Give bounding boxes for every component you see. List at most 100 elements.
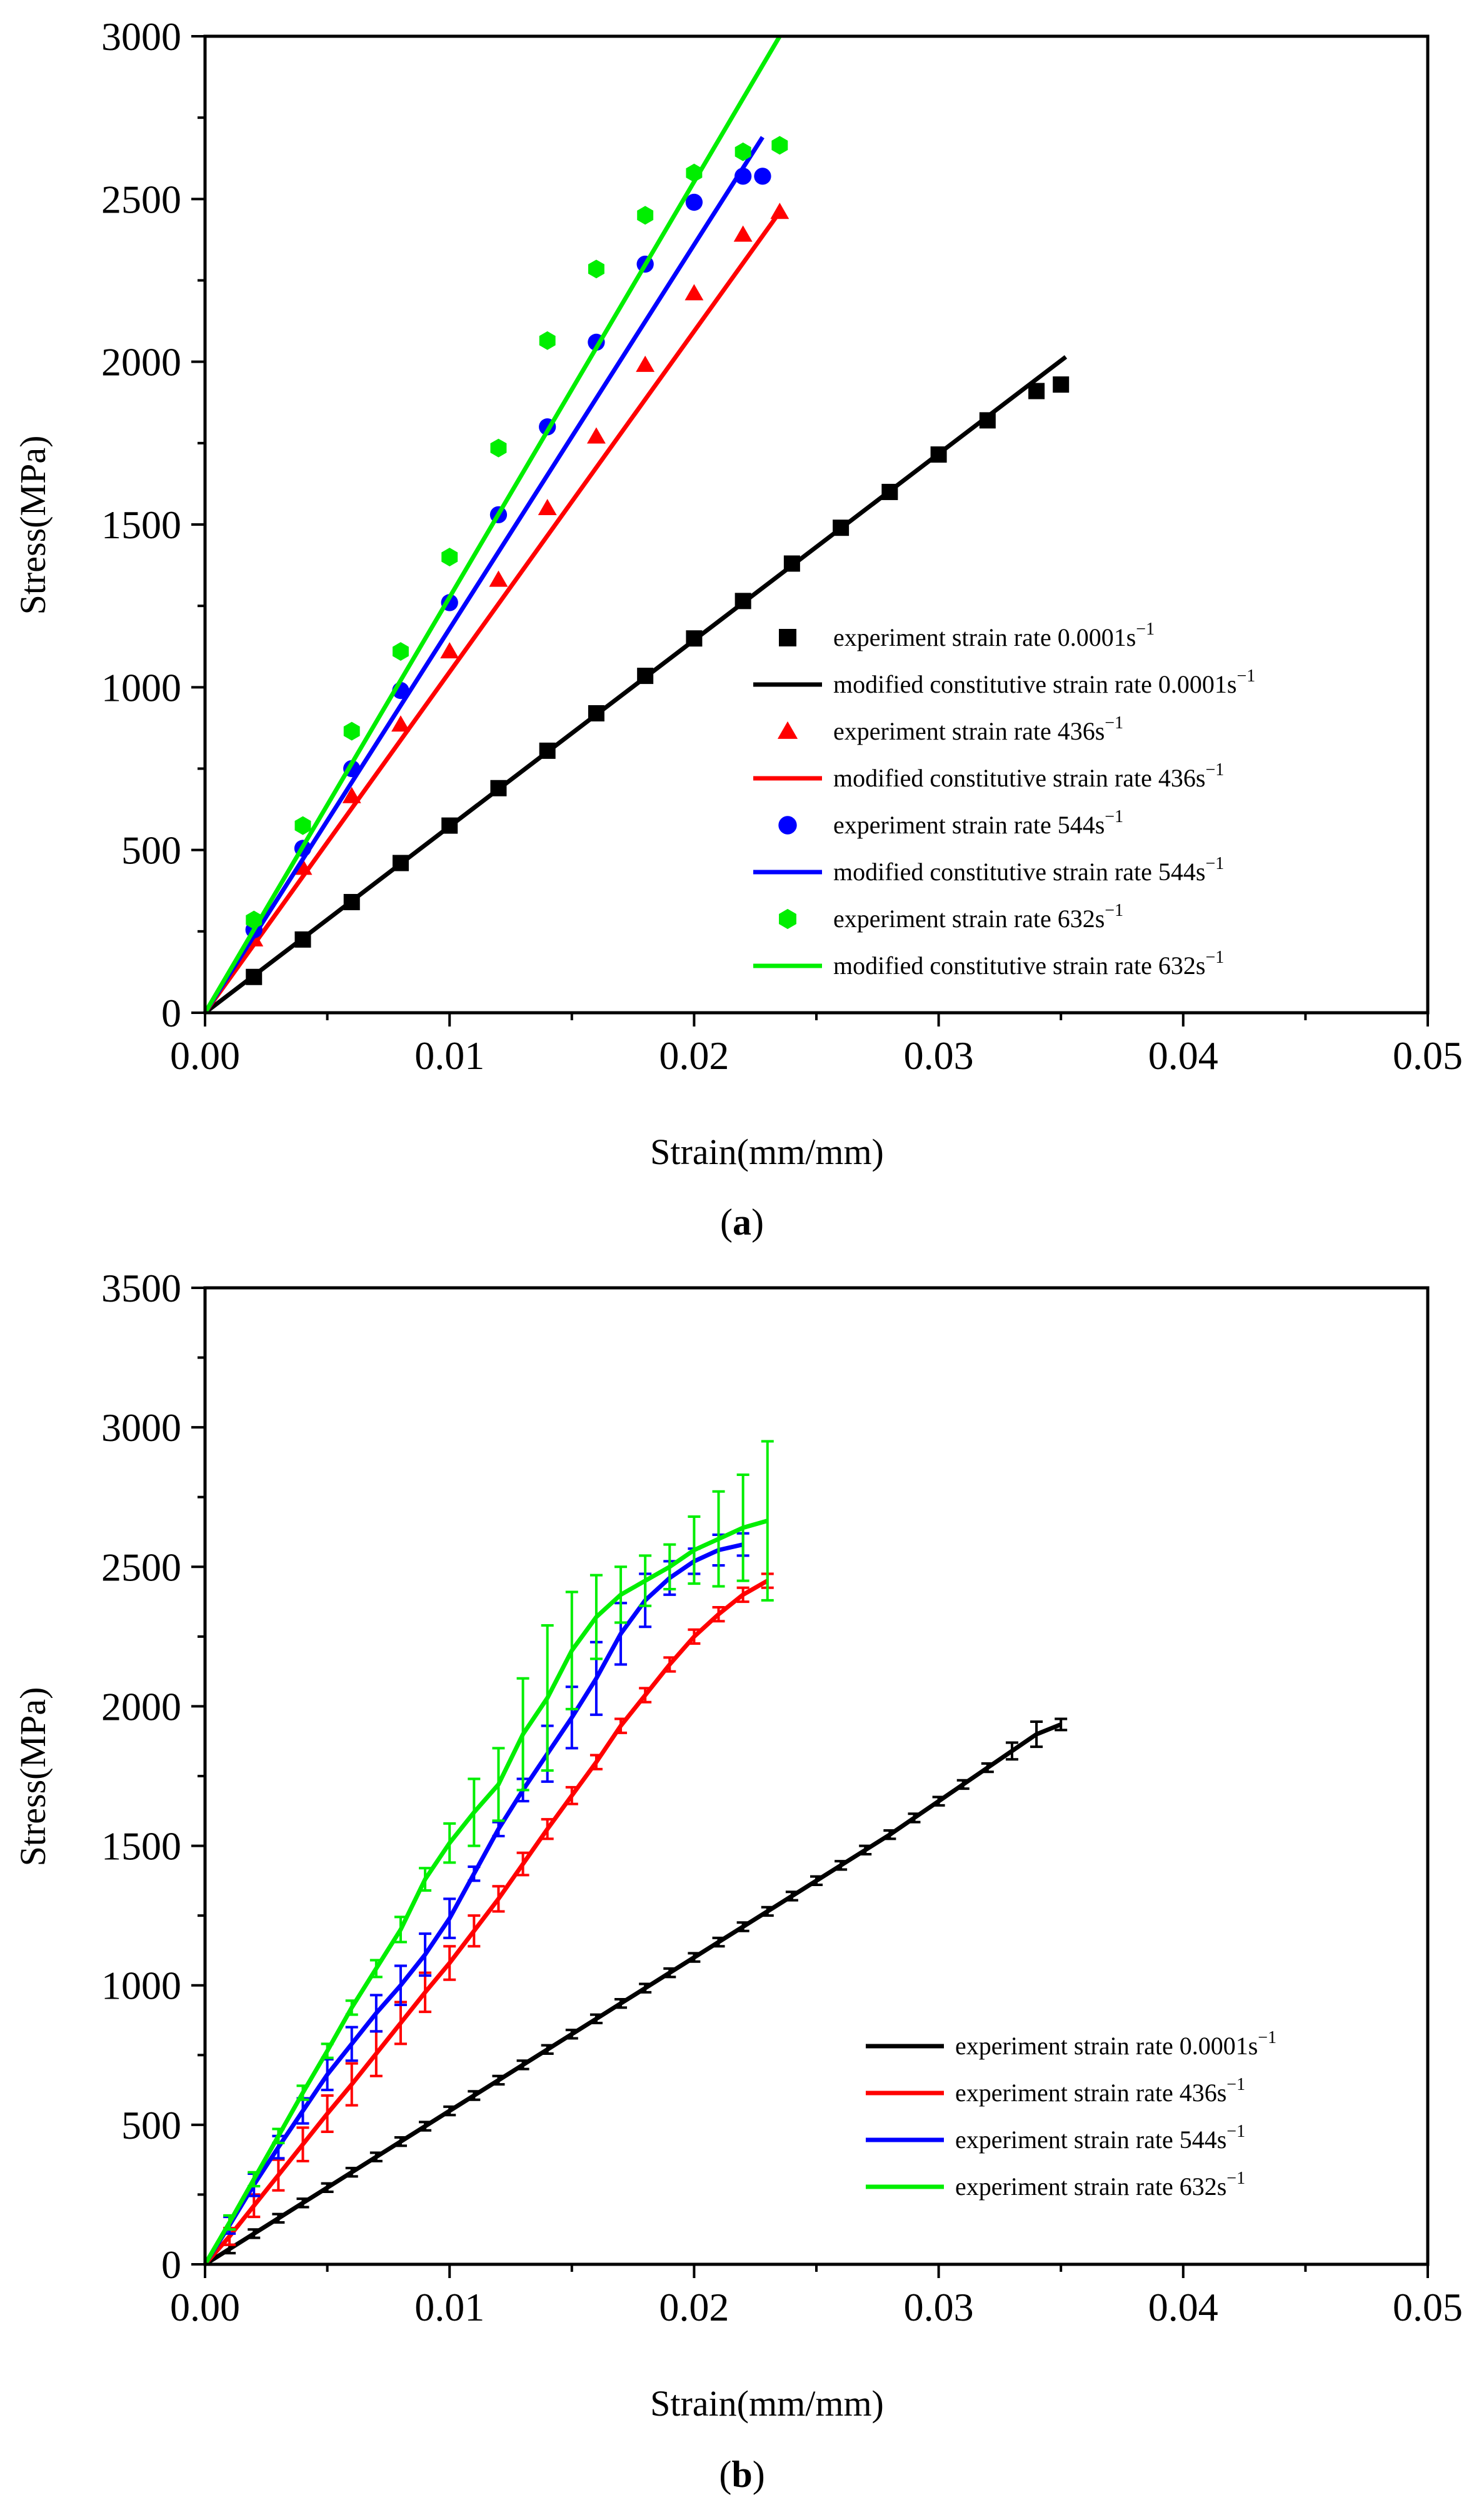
series-line bbox=[203, 1519, 768, 2266]
chart-a-legend-item: experiment strain rate 632s−1 bbox=[779, 901, 1123, 933]
error-bar bbox=[345, 2026, 358, 2062]
error-bar bbox=[639, 1554, 652, 1607]
chart-b-ticks: 0.00 0.01 0.02 0.03 0.04 0.05 0 500 1000 1500 2000… bbox=[101, 1266, 1463, 2329]
series-line bbox=[204, 1722, 1062, 2266]
error-bar bbox=[565, 1785, 578, 1805]
error-bar bbox=[736, 1586, 750, 1604]
error-bar bbox=[688, 1952, 701, 1963]
data-point bbox=[771, 136, 788, 155]
error-bar bbox=[468, 1914, 481, 1948]
chart-b-y-tick-label: 3500 bbox=[101, 1266, 181, 1310]
legend-label: experiment strain rate 632s−1 bbox=[955, 2169, 1245, 2201]
chart-b-y-tick-label: 3000 bbox=[101, 1405, 181, 1450]
chart-b: 0.00 0.01 0.02 0.03 0.04 0.05 0 500 1000 1500 2000… bbox=[13, 1266, 1463, 2495]
chart-b-x-axis-title: Strain(mm/mm) bbox=[650, 2383, 884, 2424]
chart-a-y-axis-title: Stress(MPa) bbox=[13, 436, 53, 615]
chart-b-legend-item: experiment strain rate 544s−1 bbox=[866, 2122, 1245, 2154]
chart-b-legend: experiment strain rate 0.0001s−1 experime… bbox=[866, 2028, 1276, 2201]
chart-b-series-0 bbox=[204, 1717, 1068, 2266]
chart-a-series-1 bbox=[203, 355, 1068, 1015]
chart-b-caption: (b) bbox=[719, 2454, 765, 2495]
error-bar bbox=[272, 2127, 285, 2144]
error-bar bbox=[443, 1822, 456, 1864]
legend-marker bbox=[777, 721, 798, 739]
legend-label: experiment strain rate 0.0001s−1 bbox=[833, 620, 1155, 651]
error-bar bbox=[443, 1897, 456, 1939]
chart-a-y-tick-label: 500 bbox=[121, 828, 181, 873]
data-point bbox=[754, 168, 771, 185]
data-point bbox=[734, 142, 751, 161]
error-bar bbox=[663, 1656, 676, 1673]
error-bar bbox=[345, 2062, 358, 2107]
chart-a-x-tick-label: 0.04 bbox=[1148, 1033, 1218, 1078]
chart-b-x-tick-label: 0.03 bbox=[904, 2285, 974, 2329]
chart-a-x-tick-label: 0.02 bbox=[659, 1033, 729, 1078]
data-point bbox=[770, 203, 790, 219]
error-bar bbox=[369, 1959, 383, 1979]
legend-label: experiment strain rate 544s−1 bbox=[955, 2122, 1245, 2154]
data-point bbox=[684, 284, 704, 301]
error-bar bbox=[614, 1717, 628, 1734]
error-bar bbox=[688, 1628, 701, 1645]
chart-a-x-tick-label: 0.00 bbox=[170, 1033, 240, 1078]
error-bar bbox=[639, 1982, 652, 1994]
data-point bbox=[440, 642, 459, 659]
error-bar bbox=[835, 1860, 848, 1871]
error-bar bbox=[492, 2074, 505, 2086]
data-point bbox=[489, 570, 508, 587]
error-bar bbox=[541, 1624, 554, 1772]
chart-b-y-axis-title: Stress(MPa) bbox=[13, 1687, 53, 1867]
data-point bbox=[294, 816, 311, 835]
error-bar bbox=[443, 1945, 456, 1981]
chart-b-x-tick-label: 0.00 bbox=[170, 2285, 240, 2329]
error-bar bbox=[394, 2136, 407, 2147]
legend-label: experiment strain rate 0.0001s−1 bbox=[955, 2028, 1276, 2060]
chart-a-y-tick-label: 2000 bbox=[101, 340, 181, 384]
chart-a-x-tick-label: 0.01 bbox=[414, 1033, 484, 1078]
legend-label: modified constitutive strain rate 632s−1 bbox=[833, 948, 1224, 980]
legend-marker bbox=[779, 629, 796, 646]
error-bar bbox=[223, 2214, 236, 2231]
data-point bbox=[343, 721, 360, 741]
error-bar bbox=[589, 1574, 603, 1660]
data-point bbox=[733, 225, 753, 242]
error-bar bbox=[419, 2121, 432, 2132]
error-bar bbox=[761, 1440, 774, 1602]
error-bar bbox=[981, 1762, 994, 1774]
error-bar bbox=[492, 1885, 505, 1913]
data-point bbox=[636, 355, 655, 372]
error-bar bbox=[468, 1865, 481, 1882]
error-bar bbox=[1005, 1741, 1018, 1761]
error-bar bbox=[663, 1967, 676, 1979]
chart-a-series-6 bbox=[246, 136, 788, 930]
error-bar bbox=[541, 1818, 554, 1840]
error-bar bbox=[516, 1851, 529, 1877]
chart-a-legend-item: modified constitutive strain rate 436s−1 bbox=[753, 760, 1224, 792]
chart-b-x-tick-label: 0.02 bbox=[659, 2285, 729, 2329]
chart-b-y-tick-label: 1000 bbox=[101, 1964, 181, 2008]
legend-label: modified constitutive strain rate 436s−1 bbox=[833, 760, 1224, 792]
error-bar bbox=[272, 2158, 285, 2192]
error-bar bbox=[932, 1795, 945, 1807]
series-line bbox=[203, 1542, 744, 2266]
error-bar bbox=[296, 2197, 309, 2209]
error-bar bbox=[614, 1565, 628, 1624]
error-bar bbox=[639, 1687, 652, 1704]
error-bar bbox=[712, 1490, 725, 1588]
error-bar bbox=[468, 2090, 481, 2101]
data-point bbox=[393, 642, 409, 661]
chart-a-y-tick-label: 1500 bbox=[101, 503, 181, 547]
error-bar bbox=[321, 2057, 334, 2092]
chart-a-y-tick-label: 0 bbox=[161, 991, 181, 1035]
chart-b-y-tick-label: 0 bbox=[161, 2242, 181, 2287]
data-point bbox=[538, 499, 557, 516]
legend-label: experiment strain rate 544s−1 bbox=[833, 807, 1123, 839]
error-bar bbox=[248, 2171, 261, 2188]
error-bar bbox=[345, 1999, 358, 2016]
error-bar bbox=[1030, 1720, 1043, 1749]
legend-label: experiment strain rate 632s−1 bbox=[833, 901, 1123, 933]
data-point bbox=[588, 259, 604, 279]
chart-a-legend-item: experiment strain rate 544s−1 bbox=[778, 807, 1123, 839]
error-bar bbox=[369, 2151, 383, 2162]
